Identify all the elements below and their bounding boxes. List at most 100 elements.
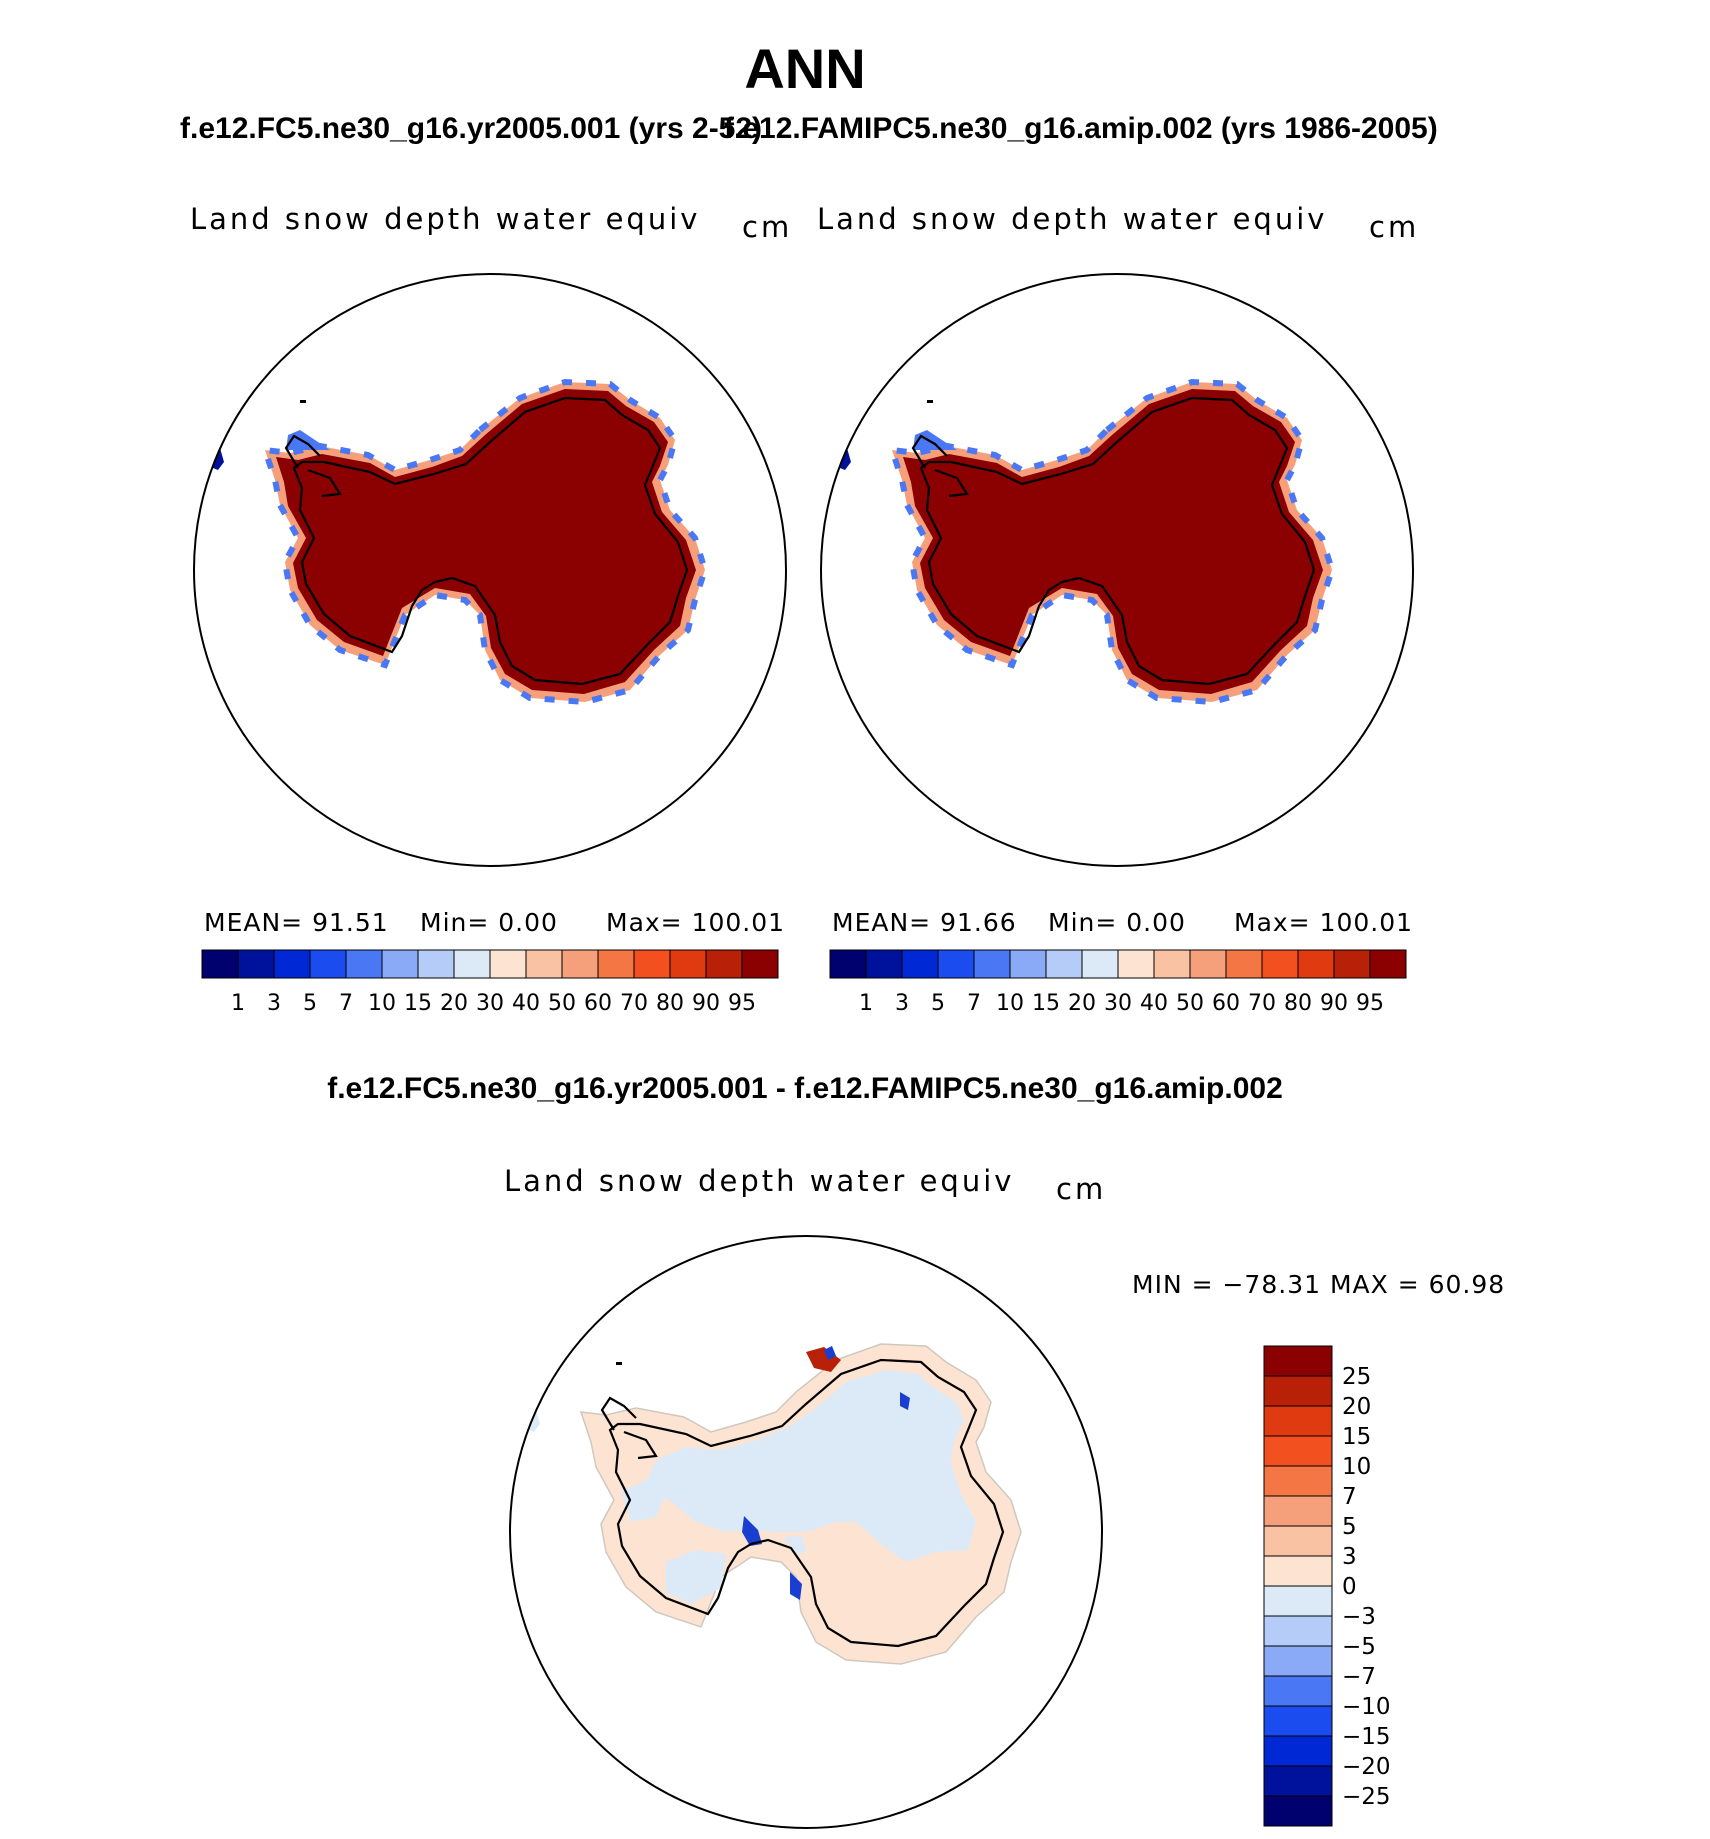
- colorbar-swatch: [597, 949, 635, 979]
- panel2-colorbar: 1 3 5 7 10 15 20 30 40 50 60 70 80 90 95: [829, 949, 1407, 1016]
- colorbar-tick-label: 95: [728, 991, 756, 1016]
- colorbar-tick-label: 70: [1248, 991, 1276, 1016]
- colorbar-swatch: [1263, 1585, 1333, 1617]
- colorbar-tick-label: 25: [1342, 1364, 1371, 1390]
- colorbar-tick-label: 20: [1342, 1394, 1371, 1420]
- colorbar-tick-label: 30: [476, 991, 504, 1016]
- colorbar-swatch: [525, 949, 563, 979]
- colorbar-swatch: [1263, 1675, 1333, 1707]
- panel1-max: Max= 100.01: [606, 908, 786, 937]
- colorbar-swatch: [1263, 1525, 1333, 1557]
- colorbar-tick-label: −5: [1342, 1634, 1376, 1660]
- antarctica-coastline: [911, 396, 1316, 686]
- colorbar-swatch: [1045, 949, 1083, 979]
- panel1-variable-label: Land snow depth water equiv: [190, 202, 701, 236]
- colorbar-swatch: [633, 949, 671, 979]
- colorbar-swatch: [1263, 1435, 1333, 1467]
- panel2-units-label: cm: [1369, 210, 1420, 244]
- colorbar-swatch: [1263, 1795, 1333, 1827]
- panel3-variable-label: Land snow depth water equiv: [504, 1164, 1015, 1198]
- antarctica-coastline: [600, 1358, 1005, 1648]
- panel1-polar-map: [193, 273, 787, 867]
- colorbar-tick-label: 5: [1342, 1514, 1357, 1540]
- colorbar-tick-label: −15: [1342, 1724, 1391, 1750]
- colorbar-tick-label: 10: [1342, 1454, 1371, 1480]
- colorbar-swatch: [901, 949, 939, 979]
- panel3-units-label: cm: [1056, 1172, 1107, 1206]
- colorbar-tick-label: 50: [1176, 991, 1204, 1016]
- panel3-min-max: MIN = −78.31 MAX = 60.98: [1132, 1270, 1506, 1299]
- colorbar-swatch: [829, 949, 867, 979]
- colorbar-tick-label: 40: [512, 991, 540, 1016]
- colorbar-tick-label: 1: [231, 991, 245, 1016]
- colorbar-tick-label: 60: [584, 991, 612, 1016]
- colorbar-swatch: [1333, 949, 1371, 979]
- colorbar-swatch: [1263, 1375, 1333, 1407]
- colorbar-tick-label: −25: [1342, 1784, 1391, 1810]
- colorbar-swatch: [1263, 1495, 1333, 1527]
- antarctica-difference-field: [522, 1343, 1022, 1665]
- colorbar-swatch: [705, 949, 743, 979]
- colorbar-tick-label: 10: [996, 991, 1024, 1016]
- colorbar-swatch: [417, 949, 455, 979]
- colorbar-tick-label: 10: [368, 991, 396, 1016]
- colorbar-tick-label: −3: [1342, 1604, 1376, 1630]
- antarctica-coastline: [284, 396, 689, 686]
- colorbar-tick-label: 30: [1104, 991, 1132, 1016]
- colorbar-tick-label: 1: [859, 991, 873, 1016]
- colorbar-swatch: [1081, 949, 1119, 979]
- colorbar-swatch: [1263, 1615, 1333, 1647]
- antarctica-snow-field: [206, 378, 709, 706]
- colorbar-tick-label: −7: [1342, 1664, 1376, 1690]
- colorbar-swatch: [561, 949, 599, 979]
- colorbar-swatch: [1117, 949, 1155, 979]
- colorbar-swatch: [1263, 1705, 1333, 1737]
- colorbar-tick-label: 15: [404, 991, 432, 1016]
- colorbar-swatch: [381, 949, 419, 979]
- colorbar-swatch: [453, 949, 491, 979]
- colorbar-tick-label: 15: [1342, 1424, 1371, 1450]
- colorbar-swatch: [1297, 949, 1335, 979]
- colorbar-swatch: [1009, 949, 1047, 979]
- colorbar-swatch: [1263, 1405, 1333, 1437]
- colorbar-swatch: [1369, 949, 1407, 979]
- colorbar-tick-label: 95: [1356, 991, 1384, 1016]
- panel2-mean: MEAN= 91.66: [832, 908, 1017, 937]
- colorbar-tick-label: 3: [895, 991, 909, 1016]
- colorbar-tick-label: 20: [1068, 991, 1096, 1016]
- colorbar-swatch: [1263, 1765, 1333, 1797]
- colorbar-tick-label: 7: [1342, 1484, 1357, 1510]
- colorbar-tick-label: 80: [1284, 991, 1312, 1016]
- colorbar-tick-label: 5: [303, 991, 317, 1016]
- colorbar-swatch: [741, 949, 779, 979]
- colorbar-tick-label: 80: [656, 991, 684, 1016]
- difference-colorbar: 25 20 15 10 7 5 3 0 −3 −5 −7 −10 −15 −20 −25: [1263, 1345, 1391, 1827]
- panel1-colorbar: 1 3 5 7 10 15 20 30 40 50 60 70 80 90 95: [201, 949, 779, 1016]
- colorbar-tick-label: 3: [267, 991, 281, 1016]
- colorbar-tick-label: 70: [620, 991, 648, 1016]
- colorbar-swatch: [669, 949, 707, 979]
- panel2-max: Max= 100.01: [1234, 908, 1414, 937]
- colorbar-swatch: [1263, 1735, 1333, 1767]
- colorbar-tick-label: 50: [548, 991, 576, 1016]
- colorbar-tick-label: 15: [1032, 991, 1060, 1016]
- antarctica-snow-field: [833, 378, 1336, 706]
- panel1-units-label: cm: [742, 210, 793, 244]
- colorbar-tick-label: 7: [339, 991, 353, 1016]
- difference-case-title: f.e12.FC5.ne30_g16.yr2005.001 - f.e12.FA…: [327, 1072, 1283, 1105]
- colorbar-swatch: [973, 949, 1011, 979]
- colorbar-swatch: [1263, 1645, 1333, 1677]
- colorbar-tick-label: 7: [967, 991, 981, 1016]
- colorbar-tick-label: 40: [1140, 991, 1168, 1016]
- panel1-case-title: f.e12.FC5.ne30_g16.yr2005.001 (yrs 2-52): [180, 112, 763, 145]
- main-title: ANN: [744, 37, 866, 100]
- panel2-variable-label: Land snow depth water equiv: [817, 202, 1328, 236]
- colorbar-tick-label: 3: [1342, 1544, 1357, 1570]
- colorbar-swatch: [489, 949, 527, 979]
- colorbar-tick-label: 20: [440, 991, 468, 1016]
- colorbar-swatch: [1153, 949, 1191, 979]
- colorbar-swatch: [1189, 949, 1227, 979]
- colorbar-tick-label: 90: [1320, 991, 1348, 1016]
- colorbar-swatch: [1263, 1465, 1333, 1497]
- colorbar-swatch: [865, 949, 903, 979]
